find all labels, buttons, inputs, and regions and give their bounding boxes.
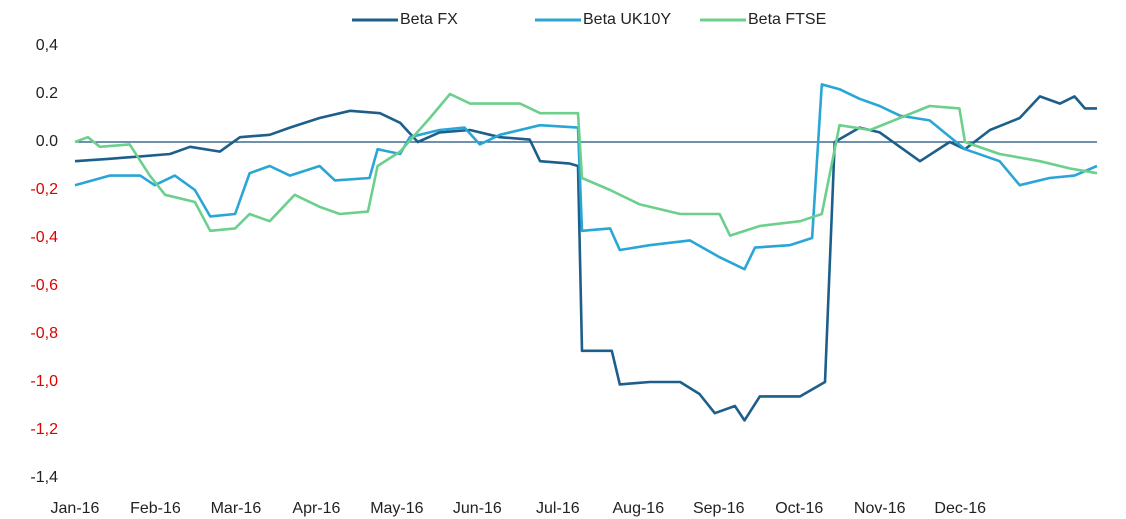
y-tick-label: -0,8 <box>30 325 58 342</box>
x-tick-label: Mar-16 <box>211 500 262 517</box>
x-tick-label: Sep-16 <box>693 500 745 517</box>
x-tick-label: Aug-16 <box>613 500 665 517</box>
x-tick-label: May-16 <box>370 500 423 517</box>
y-tick-label: -1,4 <box>30 469 58 486</box>
x-tick-label: Feb-16 <box>130 500 181 517</box>
series-line <box>74 92 1098 237</box>
series-line <box>74 95 1097 422</box>
legend-label: Beta UK10Y <box>583 11 671 28</box>
y-tick-label: 0.0 <box>36 133 58 150</box>
x-tick-label: Dec-16 <box>934 500 986 517</box>
x-tick-label: Oct-16 <box>775 500 823 517</box>
x-tick-label: Jan-16 <box>51 500 100 517</box>
x-tick-label: Nov-16 <box>854 500 906 517</box>
x-tick-label: Jul-16 <box>536 500 580 517</box>
y-tick-label: 0,4 <box>36 37 58 54</box>
x-tick-label: Apr-16 <box>292 500 340 517</box>
y-tick-label: -0,4 <box>30 229 58 246</box>
legend-label: Beta FX <box>400 11 458 28</box>
y-tick-label: -0,6 <box>30 277 58 294</box>
legend-label: Beta FTSE <box>748 11 826 28</box>
y-tick-label: -0,2 <box>30 181 58 198</box>
y-tick-label: -1,0 <box>30 373 58 390</box>
y-tick-label: 0.2 <box>36 85 58 102</box>
series-line <box>74 83 1098 271</box>
x-tick-label: Jun-16 <box>453 500 502 517</box>
y-tick-label: -1,2 <box>30 421 58 438</box>
